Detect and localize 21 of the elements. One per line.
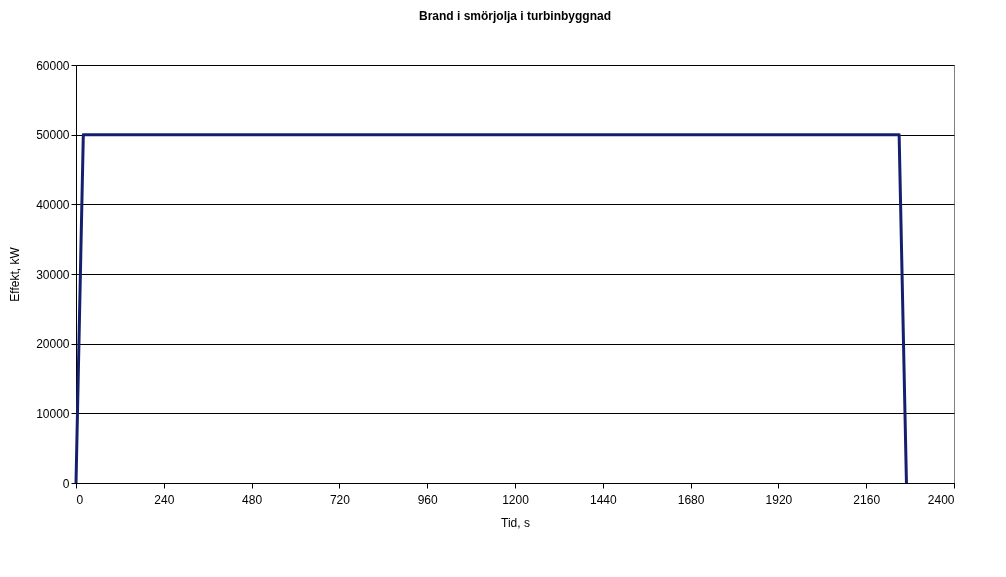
y-tick-label: 20000 [36,337,70,352]
chart-title: Brand i smörjolja i turbinbyggnad [418,9,612,23]
x-tick-label: 240 [154,492,175,507]
y-tick-label: 0 [62,476,70,491]
y-tick-label: 10000 [36,406,70,421]
x-tick-label: 1920 [765,492,793,507]
y-tick-label: 50000 [36,128,70,143]
x-tick-label: 1440 [589,492,617,507]
x-tick-label: 480 [242,492,263,507]
x-tick-label: 2400 [927,492,955,507]
x-tick-label: 960 [417,492,439,507]
x-tick-label: 1200 [502,492,530,507]
x-axis-title: Tid, s [501,515,530,530]
x-tick-label: 720 [329,492,351,507]
x-tick-label: 1680 [677,492,705,507]
y-tick-label: 30000 [36,267,70,282]
x-tick-label: 0 [76,492,84,507]
y-tick-label: 40000 [36,197,70,212]
x-tick-label: 2160 [853,492,881,507]
y-axis-title: Effekt, kW [8,246,23,302]
y-tick-label: 60000 [36,58,70,73]
